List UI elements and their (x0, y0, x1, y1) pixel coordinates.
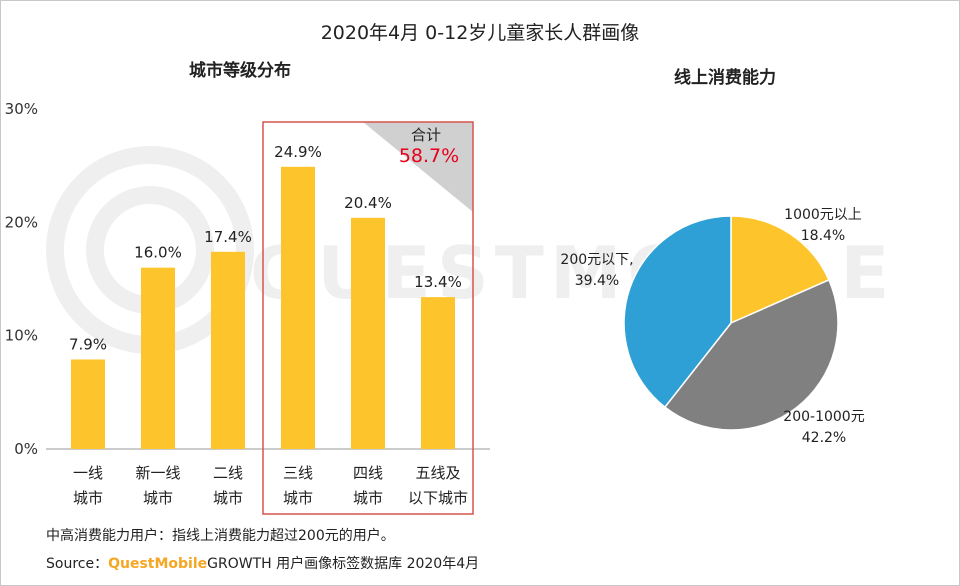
bar-value-label: 13.4% (414, 273, 462, 291)
category-label: 二线 (213, 464, 243, 482)
highlight-corner (363, 122, 473, 212)
bar (71, 359, 105, 449)
bar-chart-title: 城市等级分布 (189, 61, 291, 81)
category-label: 城市 (283, 489, 313, 507)
footnote: 中高消费能力用户：指线上消费能力超过200元的用户。 (46, 528, 395, 544)
source-prefix: Source： (46, 556, 109, 572)
pie-slice-name: 1000元以上 (784, 207, 862, 223)
highlight-label: 合计 (411, 126, 441, 144)
highlight-box (262, 121, 474, 515)
bar-value-label: 20.4% (344, 194, 392, 212)
category-label: 四线 (353, 464, 383, 482)
pie-slice (623, 215, 732, 409)
pie-slice-name: 200-1000元 (783, 409, 864, 425)
pie-slice-value: 39.4% (575, 273, 619, 289)
category-label: 三线 (283, 464, 313, 482)
bar (351, 217, 385, 449)
category-label: 城市 (213, 489, 243, 507)
bar (141, 267, 175, 449)
page-title: 2020年4月 0-12岁儿童家长人群画像 (320, 22, 640, 44)
source-line: Source：QuestMobileGROWTH 用户画像标签数据库 2020年… (46, 553, 479, 573)
bar (211, 251, 245, 449)
pie-slice-value: 18.4% (801, 228, 845, 244)
bar (421, 297, 455, 449)
y-tick-label: 0% (14, 440, 38, 458)
pie-slice-name: 200元以下, (560, 252, 633, 268)
category-label: 新一线 (135, 464, 180, 482)
bar (281, 166, 315, 450)
category-label: 城市 (353, 489, 383, 507)
bar-value-label: 24.9% (274, 143, 322, 161)
bar-value-label: 17.4% (204, 228, 252, 246)
bar-value-label: 7.9% (69, 335, 107, 353)
source-brand: QuestMobile (108, 556, 208, 572)
y-tick-label: 20% (5, 213, 38, 231)
source-rest: GROWTH 用户画像标签数据库 2020年4月 (207, 556, 480, 572)
category-label: 一线 (73, 464, 103, 482)
pie-chart-title: 线上消费能力 (674, 68, 776, 88)
category-label: 以下城市 (408, 489, 468, 507)
y-tick-label: 10% (5, 327, 38, 345)
pie-chart: 1000元以上 18.4% 200-1000元 42.2% 200元以下, 39.4% (560, 207, 864, 446)
highlight-value: 58.7% (399, 145, 459, 167)
bar-value-label: 16.0% (134, 244, 182, 262)
pie-slice (663, 278, 839, 431)
pie-slice (730, 215, 830, 325)
pie-slice-value: 42.2% (802, 430, 846, 446)
category-label: 五线及 (415, 464, 460, 482)
category-label: 城市 (73, 489, 103, 507)
category-label: 城市 (143, 489, 173, 507)
y-tick-label: 30% (5, 100, 38, 118)
